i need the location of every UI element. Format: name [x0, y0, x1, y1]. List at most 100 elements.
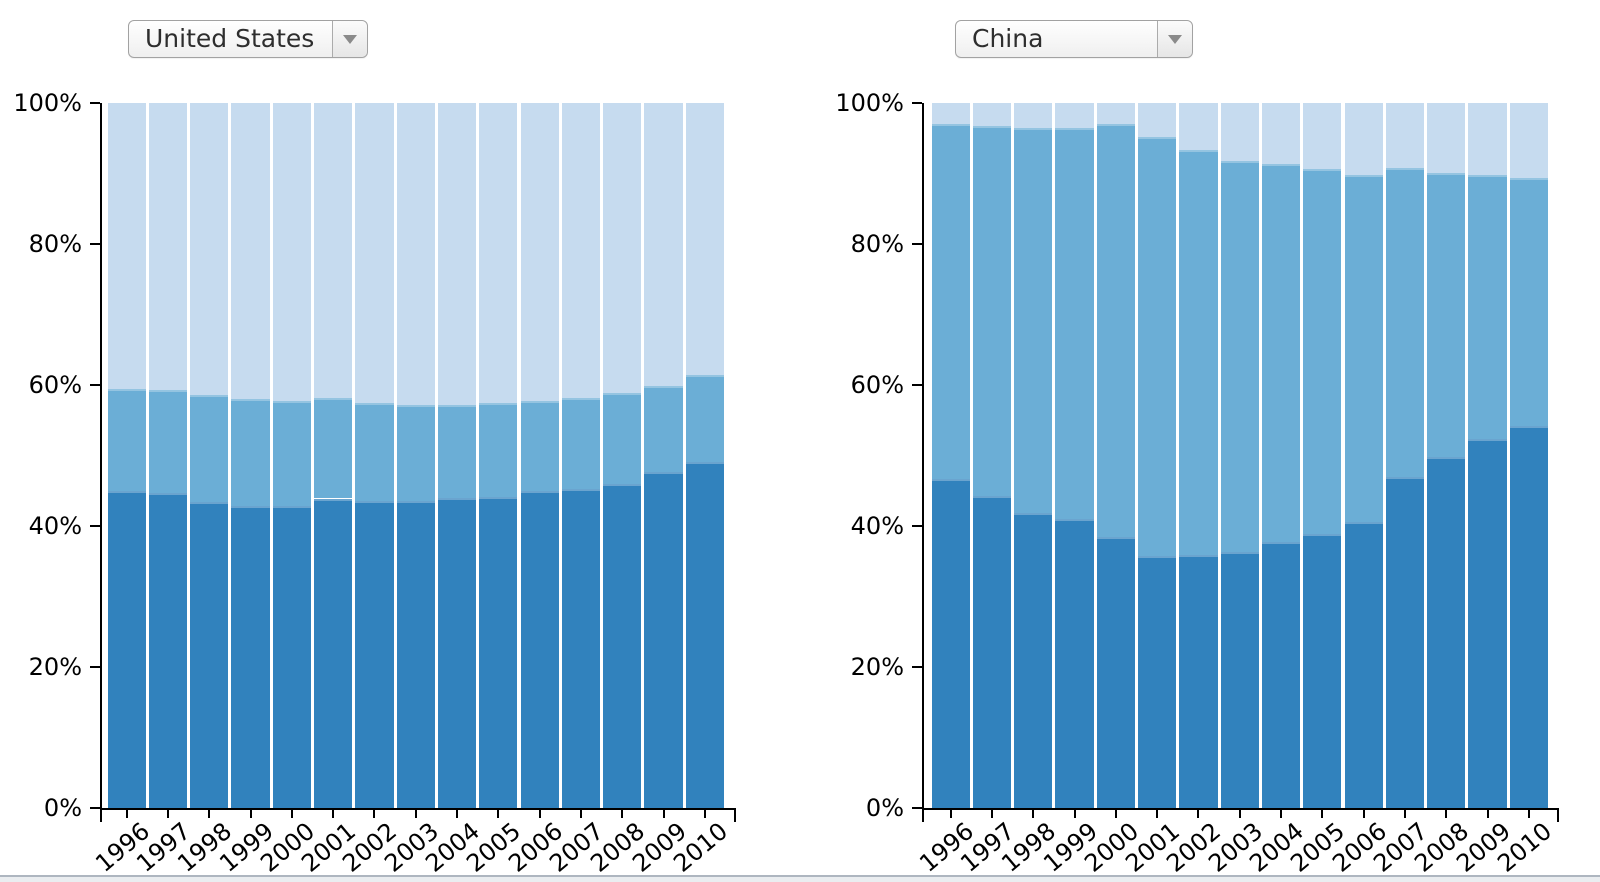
y-axis	[922, 103, 924, 810]
bar-segment-middle	[148, 389, 188, 493]
bar-segment-top	[1385, 103, 1425, 168]
country-selector-right[interactable]: China	[955, 20, 1193, 58]
y-axis-tick	[90, 525, 100, 527]
x-axis	[922, 808, 1559, 810]
country-selector-left[interactable]: United States	[128, 20, 368, 58]
bar-segment-top	[1096, 103, 1135, 125]
country-selector-left-value: United States	[145, 24, 315, 53]
x-axis-tick	[1527, 810, 1530, 818]
x-axis-tick	[1114, 810, 1117, 818]
bar-segment-bottom	[1427, 456, 1466, 808]
y-axis-tick	[912, 666, 922, 668]
bar-segment-top	[437, 103, 477, 406]
bar-segment-top	[396, 103, 435, 406]
bar-segment-middle	[520, 400, 559, 492]
x-axis-end-tick	[1557, 810, 1559, 822]
country-selector-left-arrow-button[interactable]	[332, 21, 367, 57]
bar-segment-middle	[1261, 164, 1301, 542]
bar-segment-middle	[603, 393, 642, 484]
bar-segment-middle	[314, 397, 353, 499]
bar-segment-middle	[972, 126, 1012, 497]
bar-segment-bottom	[272, 506, 311, 808]
x-axis-tick	[990, 810, 993, 818]
bar-segment-bottom	[644, 472, 683, 808]
bar-segment-top	[1220, 103, 1259, 161]
x-axis-tick	[1280, 810, 1283, 818]
bar-segment-bottom	[685, 461, 724, 808]
bar-segment-top	[231, 103, 270, 400]
x-axis-tick	[1445, 810, 1448, 818]
y-axis-tick	[912, 807, 922, 809]
bar-segment-middle	[1096, 124, 1135, 538]
bar-segment-top	[148, 103, 188, 390]
bar-segment-top	[1138, 103, 1177, 137]
bar-segment-bottom	[1468, 439, 1507, 808]
x-axis-tick	[1197, 810, 1200, 818]
y-axis-tick-label: 0%	[865, 794, 904, 822]
y-axis-tick-label: 100%	[13, 89, 82, 117]
bar-segment-middle	[190, 394, 229, 503]
y-axis-tick	[90, 102, 100, 104]
bottom-divider	[0, 875, 1600, 882]
bar-segment-bottom	[931, 479, 970, 808]
bar-segment-bottom	[1096, 537, 1135, 808]
bar-segment-bottom	[190, 502, 229, 808]
y-axis-tick-label: 80%	[850, 230, 904, 258]
x-axis-tick	[332, 810, 335, 818]
y-axis-tick	[90, 384, 100, 386]
y-axis-tick	[912, 384, 922, 386]
bar-segment-middle	[1138, 136, 1177, 557]
y-axis-tick-label: 0%	[43, 794, 82, 822]
bar-segment-top	[1014, 103, 1053, 129]
x-axis-tick	[125, 810, 128, 818]
bar-segment-top	[190, 103, 229, 395]
bar-segment-middle	[561, 398, 601, 490]
y-axis-tick	[90, 243, 100, 245]
x-axis-end-tick	[922, 810, 924, 822]
y-axis-tick-label: 20%	[850, 653, 904, 681]
x-axis-tick	[1238, 810, 1241, 818]
y-axis	[100, 103, 102, 810]
bar-segment-top	[1509, 103, 1548, 178]
y-axis-tick	[90, 666, 100, 668]
x-axis-tick	[579, 810, 582, 818]
bar-segment-bottom	[1344, 522, 1383, 808]
bar-segment-bottom	[355, 500, 394, 808]
y-axis-tick-label: 80%	[28, 230, 82, 258]
x-axis-tick	[949, 810, 952, 818]
x-axis-tick	[1321, 810, 1324, 818]
bar-segment-middle	[1385, 167, 1425, 478]
bar-segment-top	[520, 103, 559, 401]
bar-segment-bottom	[1261, 541, 1301, 808]
x-axis-tick	[497, 810, 500, 818]
y-axis-tick-label: 40%	[28, 512, 82, 540]
bar-segment-middle	[1055, 127, 1094, 519]
bar-segment-top	[644, 103, 683, 386]
x-axis-tick	[249, 810, 252, 818]
bar-segment-bottom	[1138, 556, 1177, 808]
bar-segment-middle	[272, 400, 311, 507]
bar-segment-bottom	[396, 501, 435, 808]
y-axis-tick	[912, 102, 922, 104]
country-selector-right-arrow-button[interactable]	[1157, 21, 1192, 57]
x-axis-tick	[703, 810, 706, 818]
x-axis-tick	[456, 810, 459, 818]
y-axis-tick-label: 60%	[28, 371, 82, 399]
x-axis-tick	[538, 810, 541, 818]
bar-segment-middle	[107, 389, 146, 491]
bar-segment-top	[931, 103, 970, 125]
x-axis-tick	[414, 810, 417, 818]
bar-segment-middle	[1014, 128, 1053, 513]
bar-segment-top	[1344, 103, 1383, 175]
y-axis-tick	[90, 807, 100, 809]
bar-segment-top	[1468, 103, 1507, 175]
bar-segment-bottom	[1220, 552, 1259, 808]
bar-segment-top	[1427, 103, 1466, 173]
bar-segment-middle	[396, 405, 435, 502]
bar-segment-middle	[931, 124, 970, 480]
x-axis-tick	[208, 810, 211, 818]
bar-segment-top	[272, 103, 311, 401]
x-axis	[100, 808, 736, 810]
x-axis-tick	[621, 810, 624, 818]
